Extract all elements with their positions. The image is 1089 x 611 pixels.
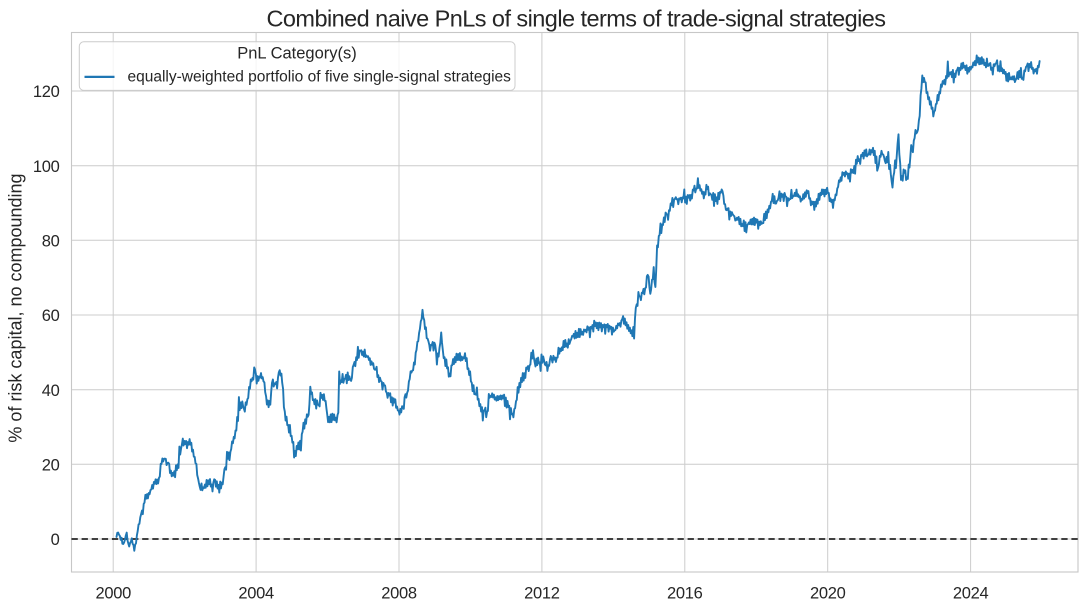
svg-text:PnL Category(s): PnL Category(s) — [237, 45, 357, 63]
svg-text:equally-weighted portfolio of: equally-weighted portfolio of five singl… — [128, 69, 512, 86]
svg-text:20: 20 — [42, 456, 60, 474]
svg-text:2008: 2008 — [381, 585, 417, 603]
svg-text:60: 60 — [42, 307, 60, 325]
svg-text:% of risk capital, no compound: % of risk capital, no compounding — [6, 173, 26, 442]
svg-text:120: 120 — [33, 83, 60, 101]
svg-text:2012: 2012 — [524, 585, 560, 603]
svg-text:Combined naive PnLs of single: Combined naive PnLs of single terms of t… — [266, 5, 885, 31]
svg-text:80: 80 — [42, 232, 60, 250]
svg-text:40: 40 — [42, 382, 60, 400]
svg-text:0: 0 — [51, 531, 60, 549]
svg-text:2016: 2016 — [667, 585, 703, 603]
svg-text:2020: 2020 — [810, 585, 846, 603]
svg-text:100: 100 — [33, 158, 60, 176]
svg-text:2000: 2000 — [95, 585, 131, 603]
svg-text:2004: 2004 — [238, 585, 274, 603]
svg-text:2024: 2024 — [953, 585, 989, 603]
